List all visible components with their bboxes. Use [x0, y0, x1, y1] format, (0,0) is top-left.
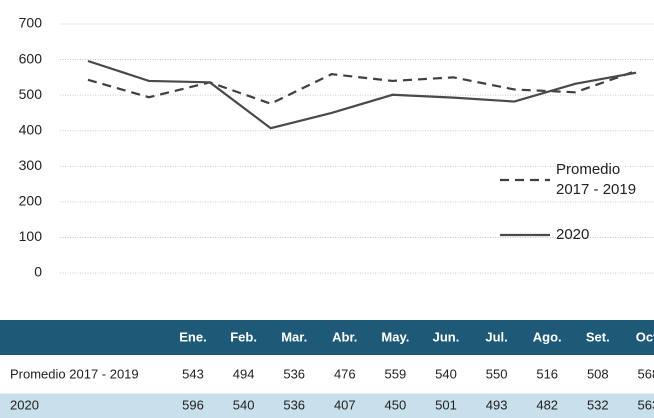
y-tick-label: 100	[19, 228, 43, 244]
table-header: Set.	[586, 329, 610, 344]
table-cell: 540	[233, 397, 255, 412]
row-label: 2020	[10, 397, 39, 412]
series-line	[87, 69, 637, 105]
table-cell: 543	[182, 366, 204, 381]
table-cell: 450	[385, 397, 407, 412]
row-label: Promedio 2017 - 2019	[10, 366, 139, 381]
series-line	[87, 59, 637, 130]
table-header-bg	[0, 320, 654, 355]
table-header: May.	[381, 329, 409, 344]
y-tick-label: 0	[34, 264, 42, 280]
table-cell: 476	[334, 366, 356, 381]
table-cell: 596	[182, 397, 204, 412]
table-cell: 501	[435, 397, 457, 412]
table-header: Jun.	[433, 329, 460, 344]
table-header: Abr.	[332, 329, 357, 344]
y-tick-label: 300	[19, 157, 43, 173]
table-cell: 493	[486, 397, 508, 412]
table-cell: 494	[233, 366, 255, 381]
table-cell: 536	[283, 397, 305, 412]
table-header: Feb.	[230, 329, 257, 344]
table-row-bg	[0, 393, 654, 418]
table-cell: 508	[587, 366, 609, 381]
table-cell: 407	[334, 397, 356, 412]
table-cell: 559	[385, 366, 407, 381]
legend-line: 2017 - 2019	[556, 181, 636, 198]
y-tick-label: 600	[19, 50, 43, 66]
y-tick-label: 400	[19, 121, 43, 137]
table-cell: 516	[536, 366, 558, 381]
legend-label: Promedio 2017 - 2019	[556, 161, 636, 198]
table-header: Ene.	[179, 329, 206, 344]
table-header: Oct.	[636, 329, 654, 344]
table-cell: 482	[536, 397, 558, 412]
table-cell: 568	[638, 366, 654, 381]
table-cell: 536	[283, 366, 305, 381]
table-header: Jul.	[485, 329, 507, 344]
table-header: Ago.	[533, 329, 562, 344]
table-cell: 540	[435, 366, 457, 381]
y-tick-label: 700	[19, 15, 43, 31]
legend-label: 2020	[556, 226, 589, 243]
y-tick-label: 500	[19, 86, 43, 102]
y-tick-label: 200	[19, 193, 43, 209]
table-header: Mar.	[281, 329, 307, 344]
table-cell: 550	[486, 366, 508, 381]
legend-line: Promedio	[556, 161, 620, 178]
table-cell: 563	[638, 397, 654, 412]
table-cell: 532	[587, 397, 609, 412]
